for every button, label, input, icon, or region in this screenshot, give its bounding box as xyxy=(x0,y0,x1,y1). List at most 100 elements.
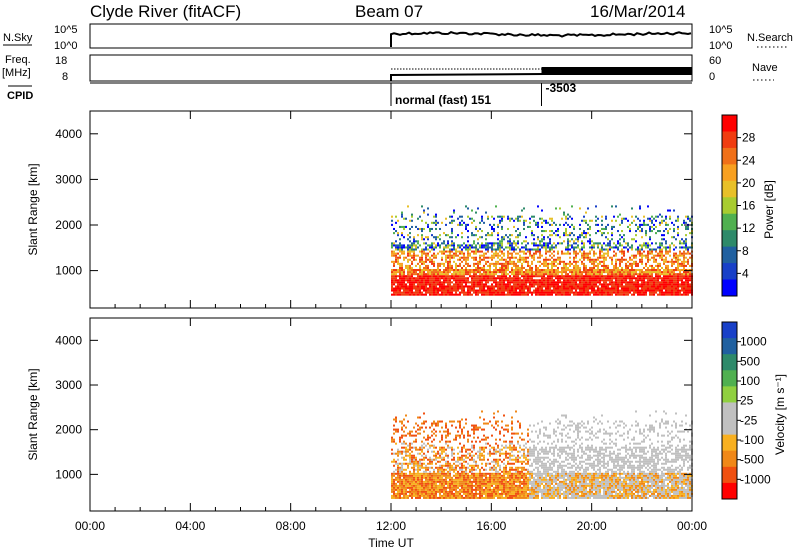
echo-cell xyxy=(491,244,493,247)
echo-cell xyxy=(543,279,545,282)
echo-cell xyxy=(543,277,545,280)
echo-cell xyxy=(531,291,533,294)
echo-cell xyxy=(393,490,395,493)
echo-cell xyxy=(555,223,557,226)
echo-cell xyxy=(663,269,665,272)
echo-cell xyxy=(393,252,395,255)
echo-cell xyxy=(465,486,467,489)
echo-cell xyxy=(449,420,451,423)
echo-cell xyxy=(493,488,495,491)
echo-cell xyxy=(439,464,441,467)
echo-cell xyxy=(645,246,647,249)
echo-cell xyxy=(629,256,631,259)
echo-cell xyxy=(539,240,541,243)
echo-cell xyxy=(511,279,513,282)
echo-cell xyxy=(449,484,451,487)
echo-cell xyxy=(481,462,483,465)
echo-cell xyxy=(571,289,573,292)
echo-cell xyxy=(489,444,491,447)
echo-cell xyxy=(451,266,453,270)
echo-cell xyxy=(391,448,393,451)
echo-cell xyxy=(397,468,399,471)
echo-cell xyxy=(657,271,659,274)
echo-cell xyxy=(571,238,573,241)
echo-cell xyxy=(473,240,475,243)
echo-cell xyxy=(583,242,585,245)
echo-cell xyxy=(473,264,475,267)
echo-cell xyxy=(585,232,587,235)
echo-cell xyxy=(419,264,421,267)
echo-cell xyxy=(401,484,403,487)
echo-cell xyxy=(671,291,673,294)
echo-cell xyxy=(497,248,499,251)
echo-cell xyxy=(577,246,579,249)
echo-cell xyxy=(483,258,485,261)
echo-cell xyxy=(457,496,459,499)
echo-cell xyxy=(547,273,549,276)
echo-cell xyxy=(655,277,657,280)
echo-cell xyxy=(427,283,429,286)
echo-cell xyxy=(571,281,573,284)
echo-cell xyxy=(421,466,423,469)
echo-cell xyxy=(453,209,455,212)
echo-cell xyxy=(509,472,511,475)
echo-cell xyxy=(395,260,397,263)
echo-cell xyxy=(465,484,467,487)
echo-cell xyxy=(529,252,531,255)
echo-cell xyxy=(511,488,513,491)
echo-cell xyxy=(487,490,489,493)
echo-cell xyxy=(493,262,495,265)
echo-cell xyxy=(661,279,663,282)
echo-cell xyxy=(397,448,399,451)
echo-cell xyxy=(417,424,419,427)
echo-cell xyxy=(555,260,557,263)
echo-cell xyxy=(621,271,623,274)
echo-cell xyxy=(501,215,503,218)
echo-cell xyxy=(451,496,453,499)
echo-cell xyxy=(535,244,537,247)
echo-cell xyxy=(407,266,409,270)
echo-cell xyxy=(449,252,451,255)
echo-cell xyxy=(413,269,415,272)
echo-cell xyxy=(585,254,587,257)
echo-cell xyxy=(597,256,599,259)
echo-cell xyxy=(581,219,583,222)
echo-cell xyxy=(425,264,427,267)
echo-cell xyxy=(457,482,459,485)
echo-cell xyxy=(581,242,583,245)
echo-cell xyxy=(485,277,487,280)
echo-cell xyxy=(441,252,443,255)
echo-cell xyxy=(415,474,417,477)
echo-cell xyxy=(559,285,561,288)
echo-cell xyxy=(415,291,417,294)
echo-cell xyxy=(673,269,675,272)
echo-cell xyxy=(413,271,415,274)
echo-cell xyxy=(435,271,437,274)
echo-cell xyxy=(687,273,689,276)
echo-cell xyxy=(631,246,633,249)
echo-cell xyxy=(543,258,545,261)
echo-cell xyxy=(443,269,445,272)
echo-cell xyxy=(621,266,623,270)
echo-cell xyxy=(629,287,631,290)
echo-cell xyxy=(675,254,677,257)
echo-cell xyxy=(405,484,407,487)
echo-cell xyxy=(393,494,395,497)
echo-cell xyxy=(467,496,469,499)
echo-cell xyxy=(421,486,423,489)
echo-cell xyxy=(435,452,437,455)
echo-cell xyxy=(671,293,673,296)
echo-cell xyxy=(535,273,537,276)
echo-cell xyxy=(671,287,673,290)
echo-cell xyxy=(455,250,457,253)
echo-cell xyxy=(597,277,599,280)
echo-cell xyxy=(593,260,595,263)
echo-cell xyxy=(495,438,497,441)
echo-cell xyxy=(669,248,671,251)
echo-cell xyxy=(491,287,493,290)
echo-cell xyxy=(493,464,495,467)
echo-cell xyxy=(527,277,529,280)
echo-cell xyxy=(569,240,571,243)
echo-cell xyxy=(669,209,671,212)
echo-cell xyxy=(489,285,491,288)
